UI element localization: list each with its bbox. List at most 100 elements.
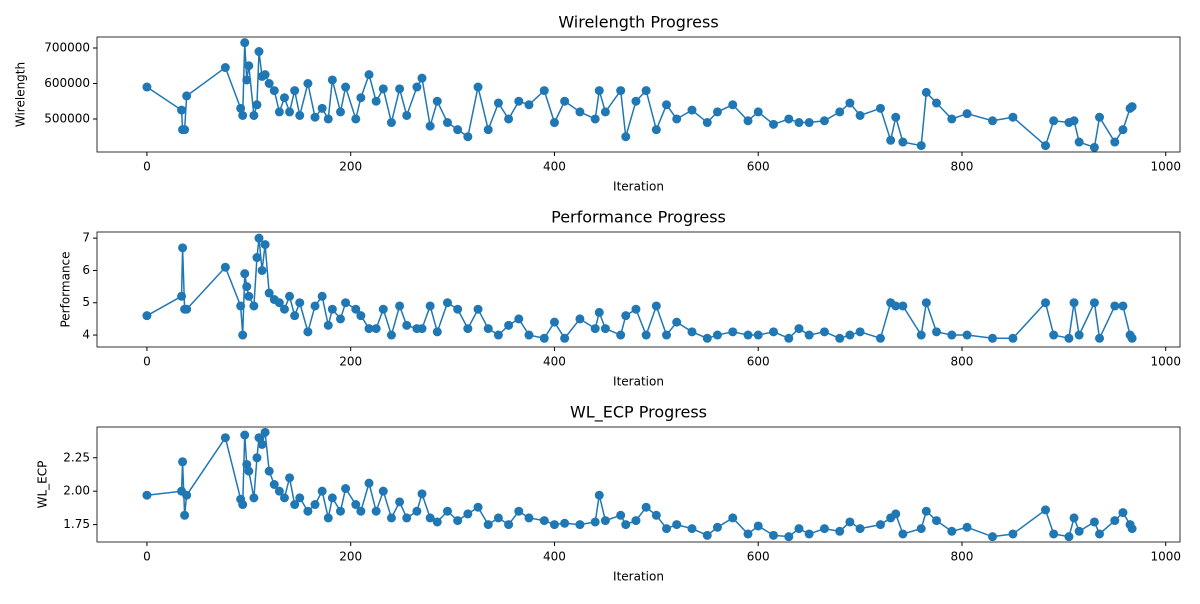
- y-tick-label: 5: [82, 295, 90, 309]
- point: [753, 330, 763, 340]
- x-tick-label: 200: [339, 550, 362, 564]
- chart-title: Wirelength Progress: [558, 13, 718, 32]
- point: [988, 532, 998, 542]
- point: [662, 330, 672, 340]
- point: [341, 484, 351, 494]
- point: [621, 520, 631, 530]
- point: [177, 291, 187, 301]
- point: [988, 116, 998, 126]
- point: [621, 132, 631, 142]
- x-tick-label: 1000: [1150, 550, 1181, 564]
- point: [549, 520, 559, 530]
- point: [254, 433, 264, 443]
- series-line: [146, 238, 1133, 341]
- x-tick-label: 800: [951, 160, 974, 174]
- point: [743, 330, 753, 340]
- point: [264, 288, 274, 298]
- point: [891, 301, 901, 311]
- point: [932, 516, 942, 526]
- point: [921, 87, 931, 97]
- point: [1049, 330, 1059, 340]
- point: [178, 457, 188, 467]
- point: [279, 93, 289, 103]
- point: [616, 510, 626, 520]
- point: [590, 517, 600, 527]
- x-tick-label: 200: [339, 355, 362, 369]
- point: [1069, 298, 1079, 308]
- y-axis-label: WL_ECP: [36, 461, 50, 509]
- x-tick-label: 0: [143, 355, 151, 369]
- point: [1041, 141, 1051, 151]
- point: [687, 524, 697, 534]
- point: [371, 324, 381, 334]
- point: [784, 114, 794, 124]
- point: [236, 301, 246, 311]
- point: [473, 502, 483, 512]
- point: [335, 314, 345, 324]
- point: [425, 121, 435, 131]
- point: [240, 269, 250, 279]
- point: [768, 119, 778, 129]
- point: [1069, 513, 1079, 523]
- point: [356, 311, 366, 321]
- point: [351, 500, 361, 510]
- point: [898, 137, 908, 147]
- point: [590, 114, 600, 124]
- point: [310, 112, 320, 122]
- point: [1118, 508, 1128, 518]
- point: [402, 320, 412, 330]
- point: [631, 516, 641, 526]
- point: [702, 530, 712, 540]
- point: [560, 333, 570, 343]
- point: [442, 298, 452, 308]
- point: [269, 86, 279, 96]
- point: [178, 243, 188, 253]
- point: [269, 480, 279, 489]
- point: [1118, 125, 1128, 135]
- point: [641, 86, 651, 96]
- point: [402, 110, 412, 120]
- chart-title: WL_ECP Progress: [570, 403, 707, 423]
- point: [514, 506, 524, 516]
- point: [412, 82, 422, 92]
- point: [504, 320, 514, 330]
- point: [702, 333, 712, 343]
- point: [378, 84, 388, 94]
- point: [285, 107, 295, 117]
- point: [417, 73, 427, 83]
- point: [238, 500, 248, 510]
- point: [303, 327, 313, 337]
- point: [327, 304, 337, 314]
- point: [1074, 330, 1084, 340]
- point: [712, 107, 722, 117]
- point: [364, 478, 374, 488]
- point: [1008, 333, 1018, 343]
- point: [855, 524, 865, 534]
- point: [417, 324, 427, 334]
- point: [323, 513, 333, 523]
- point: [631, 96, 641, 106]
- point: [260, 70, 270, 80]
- point: [425, 513, 435, 523]
- point: [142, 311, 152, 321]
- point: [662, 524, 672, 534]
- point: [590, 324, 600, 334]
- y-tick-label: 6: [82, 263, 90, 277]
- point: [1064, 532, 1074, 542]
- point: [220, 262, 230, 272]
- point: [662, 100, 672, 110]
- point: [819, 327, 829, 337]
- point: [327, 493, 337, 503]
- point: [483, 125, 493, 135]
- point: [768, 530, 778, 540]
- point: [364, 324, 374, 334]
- point: [249, 110, 259, 120]
- point: [386, 118, 396, 128]
- point: [947, 330, 957, 340]
- point: [417, 489, 427, 499]
- point: [702, 118, 712, 128]
- point: [252, 253, 262, 263]
- point: [514, 96, 524, 106]
- point: [252, 100, 262, 110]
- point: [257, 439, 267, 449]
